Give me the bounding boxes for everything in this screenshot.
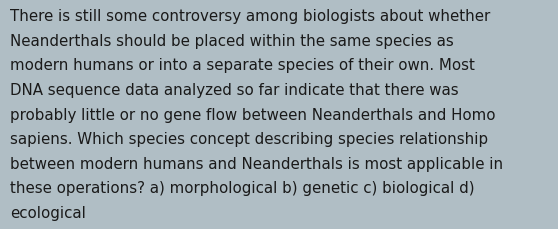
Text: DNA sequence data analyzed so far indicate that there was: DNA sequence data analyzed so far indica… (10, 83, 459, 98)
Text: sapiens. Which species concept describing species relationship: sapiens. Which species concept describin… (10, 132, 488, 147)
Text: Neanderthals should be placed within the same species as: Neanderthals should be placed within the… (10, 34, 454, 49)
Text: modern humans or into a separate species of their own. Most: modern humans or into a separate species… (10, 58, 475, 73)
Text: these operations? a) morphological b) genetic c) biological d): these operations? a) morphological b) ge… (10, 181, 475, 196)
Text: between modern humans and Neanderthals is most applicable in: between modern humans and Neanderthals i… (10, 156, 503, 171)
Text: probably little or no gene flow between Neanderthals and Homo: probably little or no gene flow between … (10, 107, 496, 122)
Text: There is still some controversy among biologists about whether: There is still some controversy among bi… (10, 9, 490, 24)
Text: ecological: ecological (10, 205, 86, 220)
